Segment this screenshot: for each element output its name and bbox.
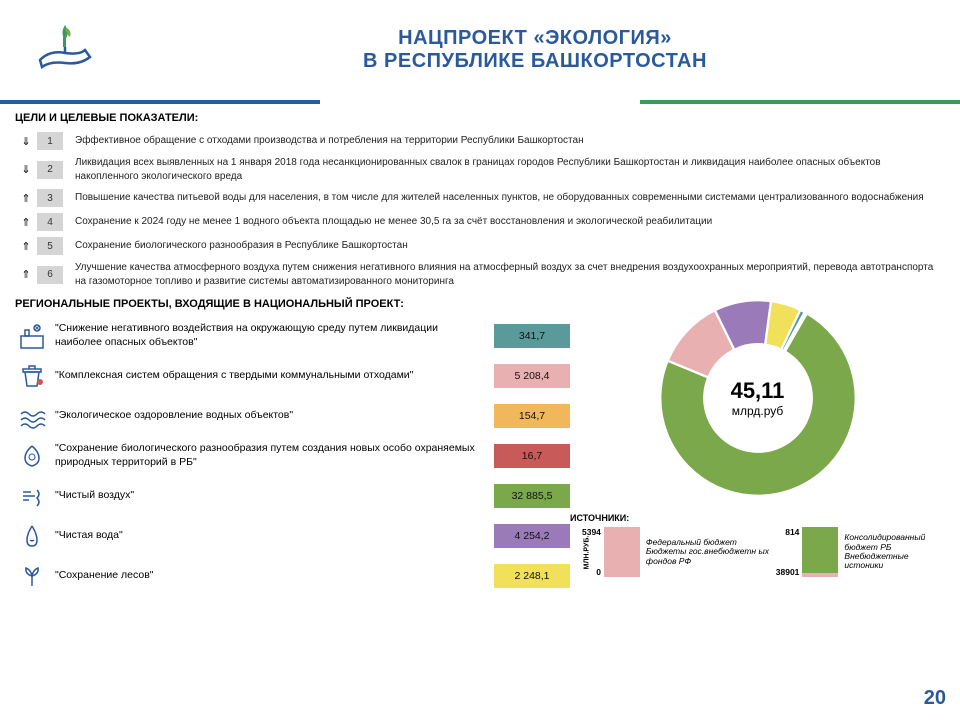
sources-bar xyxy=(604,527,640,577)
project-row: "Чистая вода"4 254,2 xyxy=(15,520,570,552)
logo-icon xyxy=(30,15,100,85)
project-text: "Комплексная систем обращения с твердыми… xyxy=(55,369,494,383)
page-number: 20 xyxy=(924,687,946,710)
projects-title: РЕГИОНАЛЬНЫЕ ПРОЕКТЫ, ВХОДЯЩИЕ В НАЦИОНА… xyxy=(15,298,570,310)
header-divider xyxy=(0,100,960,104)
project-icon xyxy=(15,480,49,512)
goal-number: 4 xyxy=(37,213,63,231)
right-block: 45,11 млрд.руб ИСТОЧНИКИ: МЛН.РУБ.53940Ф… xyxy=(570,298,945,600)
projects-block: РЕГИОНАЛЬНЫЕ ПРОЕКТЫ, ВХОДЯЩИЕ В НАЦИОНА… xyxy=(15,298,570,600)
goal-arrow-icon: ⇑ xyxy=(15,240,37,253)
project-icon xyxy=(15,440,49,472)
project-value: 2 248,1 xyxy=(494,564,570,588)
project-row: "Сохранение лесов"2 248,1 xyxy=(15,560,570,592)
project-row: "Сохранение биологического разнообразия … xyxy=(15,440,570,472)
goal-text: Сохранение к 2024 году не менее 1 водног… xyxy=(75,215,940,229)
project-row: "Снижение негативного воздействия на окр… xyxy=(15,320,570,352)
project-text: "Снижение негативного воздействия на окр… xyxy=(55,322,494,349)
goal-row: ⇑3 Повышение качества питьевой воды для н… xyxy=(15,189,940,207)
project-value: 154,7 xyxy=(494,404,570,428)
sources-column: 53940 xyxy=(582,527,640,577)
sources-column: 814 38901 xyxy=(776,527,839,577)
title-line-1: НАЦПРОЕКТ «ЭКОЛОГИЯ» xyxy=(140,27,930,50)
page-title: НАЦПРОЕКТ «ЭКОЛОГИЯ» В РЕСПУБЛИКЕ БАШКОР… xyxy=(140,27,930,73)
project-icon xyxy=(15,320,49,352)
goals-title: ЦЕЛИ И ЦЕЛЕВЫЕ ПОКАЗАТЕЛИ: xyxy=(15,112,960,124)
project-icon xyxy=(15,360,49,392)
sources-labels: Консолидированный бюджет РБВнебюджетные … xyxy=(844,533,939,570)
goal-number: 3 xyxy=(37,189,63,207)
project-icon xyxy=(15,520,49,552)
goal-text: Повышение качества питьевой воды для нас… xyxy=(75,191,940,205)
project-text: "Сохранение лесов" xyxy=(55,569,494,583)
goal-text: Ликвидация всех выявленных на 1 января 2… xyxy=(75,156,940,183)
goal-number: 1 xyxy=(37,132,63,150)
goal-row: ⇓1 Эффективное обращение с отходами произ… xyxy=(15,132,940,150)
goal-arrow-icon: ⇑ xyxy=(15,216,37,229)
project-value: 32 885,5 xyxy=(494,484,570,508)
title-line-2: В РЕСПУБЛИКЕ БАШКОРТОСТАН xyxy=(140,50,930,73)
goal-arrow-icon: ⇓ xyxy=(15,135,37,148)
project-row: "Комплексная систем обращения с твердыми… xyxy=(15,360,570,392)
project-row: "Экологическое оздоровление водных объек… xyxy=(15,400,570,432)
goal-text: Сохранение биологического разнообразия в… xyxy=(75,239,940,253)
project-value: 5 208,4 xyxy=(494,364,570,388)
sources-bar xyxy=(802,527,838,577)
sources-axis-label: МЛН.РУБ. xyxy=(570,549,582,556)
sources-value: 38901 xyxy=(776,567,800,577)
project-icon xyxy=(15,560,49,592)
goal-arrow-icon: ⇑ xyxy=(15,192,37,205)
goal-number: 6 xyxy=(37,266,63,284)
header: НАЦПРОЕКТ «ЭКОЛОГИЯ» В РЕСПУБЛИКЕ БАШКОР… xyxy=(0,0,960,95)
sources-title: ИСТОЧНИКИ: xyxy=(570,513,945,523)
goals-list: ⇓1 Эффективное обращение с отходами произ… xyxy=(15,132,940,288)
goal-row: ⇑4 Сохранение к 2024 году не менее 1 водн… xyxy=(15,213,940,231)
project-value: 4 254,2 xyxy=(494,524,570,548)
goal-text: Эффективное обращение с отходами произво… xyxy=(75,134,940,148)
sources-value: 814 xyxy=(776,527,800,537)
goal-row: ⇑5 Сохранение биологического разнообразия… xyxy=(15,237,940,255)
goal-arrow-icon: ⇓ xyxy=(15,163,37,176)
donut-chart: 45,11 млрд.руб xyxy=(618,283,898,513)
project-value: 16,7 xyxy=(494,444,570,468)
project-value: 341,7 xyxy=(494,324,570,348)
project-text: "Экологическое оздоровление водных объек… xyxy=(55,409,494,423)
project-row: "Чистый воздух"32 885,5 xyxy=(15,480,570,512)
goal-row: ⇓2 Ликвидация всех выявленных на 1 января… xyxy=(15,156,940,183)
project-text: "Сохранение биологического разнообразия … xyxy=(55,442,494,469)
project-text: "Чистый воздух" xyxy=(55,489,494,503)
donut-unit: млрд.руб xyxy=(731,404,785,418)
goal-number: 5 xyxy=(37,237,63,255)
goal-arrow-icon: ⇑ xyxy=(15,268,37,281)
sources-labels: Федеральный бюджетБюджеты гос.внебюджетн… xyxy=(646,538,770,566)
donut-value: 45,11 xyxy=(731,378,785,404)
goal-number: 2 xyxy=(37,161,63,179)
project-text: "Чистая вода" xyxy=(55,529,494,543)
sources-block: ИСТОЧНИКИ: МЛН.РУБ.53940Федеральный бюдж… xyxy=(570,513,945,577)
project-icon xyxy=(15,400,49,432)
